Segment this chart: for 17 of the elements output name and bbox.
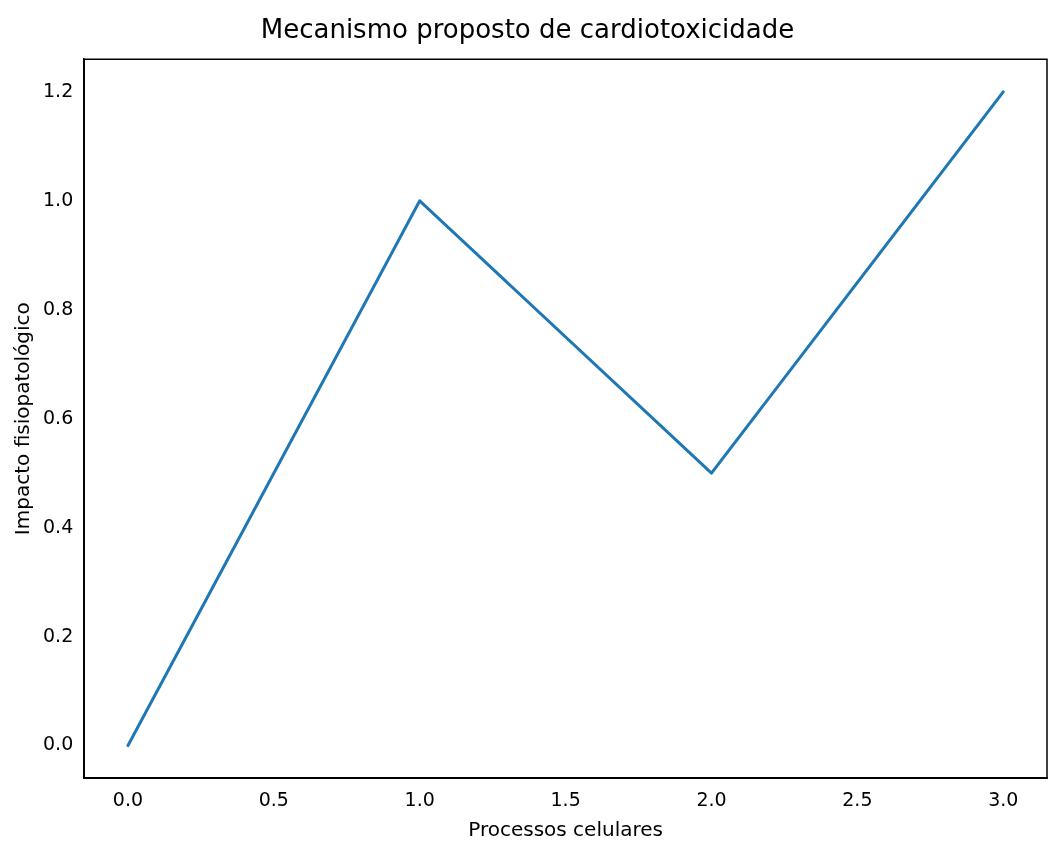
y-tick-label: 0.8 [43, 296, 74, 319]
y-tick-label: 0.6 [43, 405, 74, 428]
x-tick-label: 1.5 [550, 787, 581, 810]
y-tick-label: 0.4 [43, 514, 74, 537]
x-tick-label: 2.5 [842, 787, 873, 810]
x-axis-title: Processos celulares [468, 817, 663, 842]
y-tick-label: 0.2 [43, 623, 74, 646]
x-tick-label: 1.0 [404, 787, 435, 810]
x-tick-label: 2.0 [696, 787, 727, 810]
y-tick-label: 0.0 [43, 732, 74, 755]
x-tick-label: 0.5 [258, 787, 289, 810]
chart-title: Mecanismo proposto de cardiotoxicidade [260, 14, 795, 45]
y-tick-label: 1.2 [43, 78, 74, 101]
x-tick-label: 0.0 [112, 787, 144, 810]
y-tick-label: 1.0 [43, 187, 74, 210]
x-tick-label: 3.0 [988, 787, 1019, 810]
y-axis-title: Impacto fisiopatológico [10, 302, 35, 536]
